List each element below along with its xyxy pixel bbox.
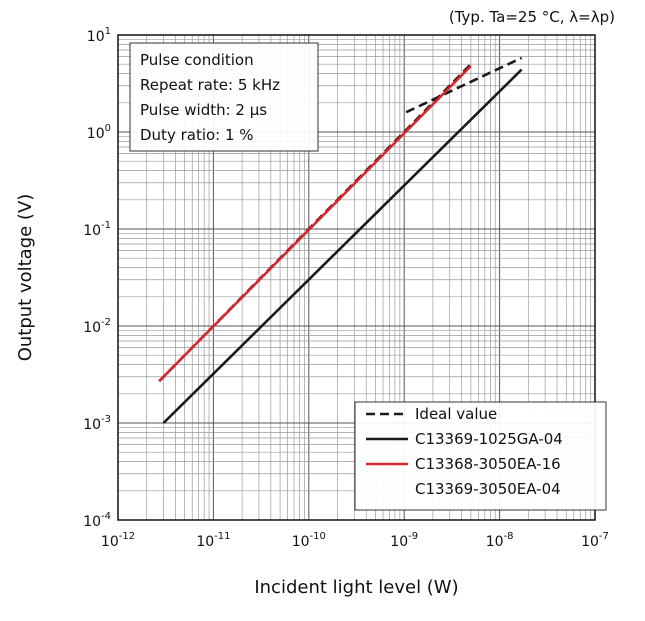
y-tick-base: 10 xyxy=(83,320,101,336)
series-line-c13369-1025ga-04 xyxy=(162,68,523,424)
y-tick-exponent: -4 xyxy=(101,511,111,522)
x-tick-base: 10 xyxy=(581,534,599,550)
y-tick-label: 10-4 xyxy=(83,511,111,530)
x-tick-exponent: -8 xyxy=(504,531,514,542)
y-axis-label: Output voltage (V) xyxy=(15,194,36,362)
y-tick-label: 10-2 xyxy=(83,317,111,336)
x-tick-base: 10 xyxy=(390,534,408,550)
pulse-condition-box: Pulse condition Repeat rate: 5 kHz Pulse… xyxy=(129,42,319,152)
legend: Ideal value C13369-1025GA-04 C13368-3050EA… xyxy=(354,401,607,511)
x-tick-base: 10 xyxy=(101,534,119,550)
plot-frame xyxy=(117,34,596,521)
y-tick-label: 10-1 xyxy=(83,220,111,239)
series-line-c13368-3050ea-16 xyxy=(158,64,472,383)
repeat-rate-text: Repeat rate: 5 kHz xyxy=(140,76,280,94)
duty-ratio-text: Duty ratio: 1 % xyxy=(140,126,254,144)
pulse-condition-title: Pulse condition xyxy=(140,51,254,69)
legend-label: C13369-1025GA-04 xyxy=(415,430,563,448)
y-tick-exponent: 1 xyxy=(105,26,111,37)
y-tick-base: 10 xyxy=(87,126,105,142)
series-layer xyxy=(158,56,523,424)
x-tick-base: 10 xyxy=(486,534,504,550)
y-tick-base: 10 xyxy=(83,514,101,530)
y-tick-label: 100 xyxy=(87,123,111,142)
x-tick-exponent: -12 xyxy=(119,531,135,542)
x-tick-label: 10-8 xyxy=(486,531,514,550)
legend-frame xyxy=(354,401,607,511)
y-tick-base: 10 xyxy=(87,29,105,45)
x-tick-label: 10-12 xyxy=(101,531,135,550)
y-tick-label: 101 xyxy=(87,26,111,45)
x-tick-exponent: -10 xyxy=(310,531,326,542)
x-tick-exponent: -7 xyxy=(599,531,609,542)
pulse-width-text: Pulse width: 2 μs xyxy=(140,101,267,119)
legend-label: Ideal value xyxy=(415,405,497,423)
x-tick-labels: 10-12 10-11 10-10 10-9 10-8 10-7 xyxy=(101,531,609,550)
condition-note: (Typ. Ta=25 °C, λ=λp) xyxy=(449,8,615,26)
y-tick-base: 10 xyxy=(83,417,101,433)
x-tick-base: 10 xyxy=(196,534,214,550)
series-line-ideal-value xyxy=(405,56,523,114)
x-tick-label: 10-7 xyxy=(581,531,609,550)
legend-label: C13368-3050EA-16 xyxy=(415,455,561,473)
y-tick-exponent: 0 xyxy=(105,123,111,134)
y-tick-exponent: -3 xyxy=(101,414,111,425)
x-tick-label: 10-11 xyxy=(196,531,230,550)
x-axis-label: Incident light level (W) xyxy=(254,577,458,598)
y-tick-exponent: -2 xyxy=(101,317,111,328)
x-tick-label: 10-9 xyxy=(390,531,418,550)
x-tick-exponent: -9 xyxy=(408,531,418,542)
x-tick-label: 10-10 xyxy=(292,531,326,550)
y-tick-exponent: -1 xyxy=(101,220,111,231)
y-tick-base: 10 xyxy=(83,223,101,239)
x-tick-base: 10 xyxy=(292,534,310,550)
y-tick-label: 10-3 xyxy=(83,414,111,433)
legend-label: C13369-3050EA-04 xyxy=(415,480,561,498)
pulse-condition-frame xyxy=(129,42,319,152)
x-tick-exponent: -11 xyxy=(214,531,230,542)
